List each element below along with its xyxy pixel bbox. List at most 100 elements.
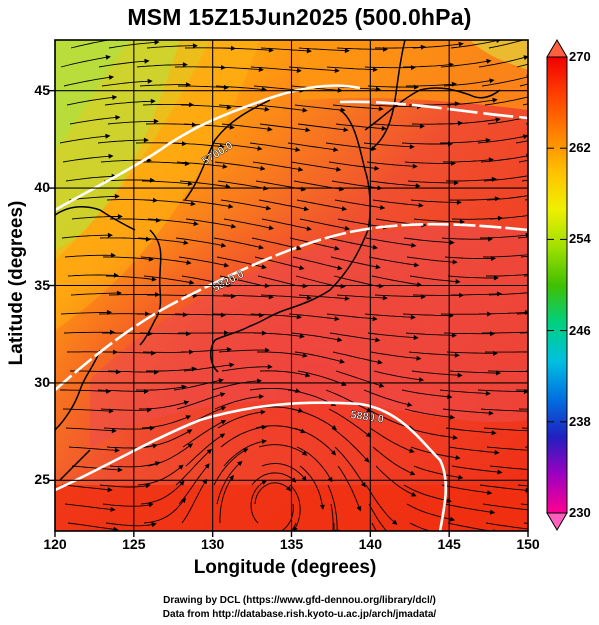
streamline-arrowhead	[190, 201, 196, 207]
streamline-arrowhead	[327, 476, 333, 483]
streamline-arrowhead	[572, 367, 577, 372]
streamline-arrowhead	[108, 153, 114, 159]
streamline	[363, 389, 410, 406]
streamline-arrowhead	[523, 134, 528, 140]
streamline-arrowhead	[229, 474, 234, 481]
streamline-arrowhead	[416, 355, 422, 361]
streamline	[142, 103, 192, 106]
streamline	[328, 408, 370, 436]
streamline-arrowhead	[495, 117, 501, 123]
streamline-arrowhead	[180, 497, 186, 503]
streamline	[182, 199, 231, 208]
streamline	[253, 85, 302, 91]
streamline-arrowhead	[341, 381, 347, 386]
colorbar	[546, 39, 568, 531]
colorbar-min-arrow	[546, 512, 568, 531]
streamline-arrowhead	[220, 242, 227, 248]
streamline	[296, 446, 332, 481]
streamline-arrowhead	[154, 40, 160, 45]
streamline	[406, 503, 453, 520]
streamline	[182, 420, 224, 448]
streamline-arrowhead	[528, 507, 533, 512]
streamline	[62, 155, 111, 163]
streamline-arrowhead	[569, 189, 575, 194]
streamline	[291, 332, 340, 341]
streamline	[222, 47, 271, 51]
streamline	[448, 198, 498, 201]
streamline-arrowhead	[261, 480, 268, 485]
streamline	[334, 199, 383, 209]
streamline-arrowhead	[254, 538, 259, 543]
streamline	[482, 503, 528, 511]
streamline	[103, 427, 152, 430]
streamline-arrowhead	[319, 504, 325, 510]
streamline-arrowhead	[356, 505, 362, 512]
streamline-arrowhead	[328, 549, 333, 554]
streamline	[249, 142, 298, 151]
streamline	[449, 370, 499, 374]
streamline-arrowhead	[573, 288, 578, 293]
streamline	[144, 199, 193, 205]
streamline-arrowhead	[336, 166, 342, 172]
streamline-arrowhead	[186, 260, 192, 265]
streamline-arrowhead	[117, 214, 123, 219]
streamline	[105, 275, 154, 280]
streamline-arrowhead	[111, 428, 117, 434]
streamline	[254, 482, 290, 505]
streamline	[211, 142, 260, 150]
y-tick-label: 40	[34, 179, 50, 196]
streamline	[65, 175, 114, 182]
streamline-arrowhead	[529, 173, 534, 178]
streamline	[480, 408, 528, 412]
streamline-arrowhead	[529, 252, 534, 257]
streamline	[447, 275, 496, 279]
streamline	[486, 446, 528, 451]
streamline	[440, 139, 488, 144]
streamline-arrowhead	[306, 48, 312, 54]
streamline-arrowhead	[299, 333, 305, 339]
streamline	[70, 292, 120, 296]
streamline-arrowhead	[395, 538, 401, 543]
streamline-arrowhead	[379, 382, 385, 388]
streamline	[137, 313, 186, 316]
streamline-arrowhead	[452, 435, 458, 440]
streamline	[101, 80, 150, 87]
streamline-arrowhead	[193, 221, 199, 227]
streamline-arrowhead	[411, 491, 417, 497]
streamline	[143, 499, 185, 524]
streamline	[66, 96, 115, 106]
streamline-arrowhead	[155, 292, 160, 297]
streamline	[523, 522, 528, 524]
streamline	[484, 96, 528, 106]
streamline-arrowhead	[375, 264, 381, 270]
streamline-arrowhead	[452, 259, 458, 265]
streamline	[216, 256, 265, 268]
streamline-arrowhead	[219, 433, 226, 439]
x-tick-label: 140	[358, 536, 382, 552]
streamline	[478, 56, 527, 68]
streamline-arrowhead	[229, 124, 235, 130]
streamline	[135, 386, 184, 391]
streamline	[104, 351, 154, 354]
streamline	[364, 313, 413, 318]
streamline	[482, 331, 528, 334]
streamline	[331, 427, 368, 461]
streamline-arrowhead	[532, 272, 537, 277]
streamline-arrowhead	[261, 439, 267, 444]
streamline	[327, 237, 376, 249]
streamline	[403, 237, 452, 244]
streamline	[180, 104, 229, 108]
streamline	[59, 135, 108, 144]
streamline-arrowhead	[523, 55, 528, 61]
y-axis-label: Latitude (degrees)	[6, 200, 27, 366]
streamline	[374, 294, 424, 298]
streamline-arrowhead	[489, 78, 495, 84]
streamline-arrowhead	[185, 415, 192, 420]
bohai-coast	[55, 205, 136, 231]
streamline	[326, 66, 375, 71]
streamline	[211, 380, 260, 391]
streamline	[296, 199, 345, 210]
credit-data-source: Data from http://database.rish.kyoto-u.a…	[162, 609, 437, 620]
streamline-arrowhead	[343, 127, 349, 133]
streamline-arrowhead	[535, 290, 540, 295]
